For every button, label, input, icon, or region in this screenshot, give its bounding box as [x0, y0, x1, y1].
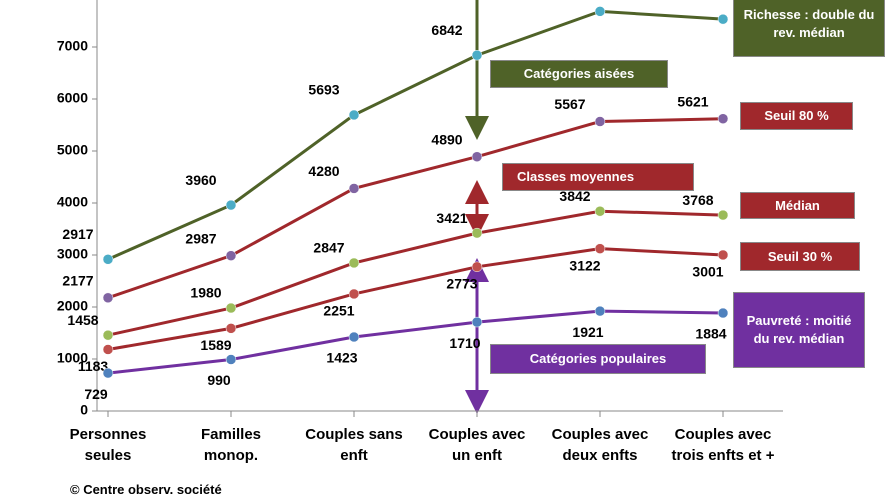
marker: [102, 344, 114, 355]
data-label: 729: [84, 386, 108, 402]
marker: [348, 288, 360, 300]
y-tick-label: 0: [80, 402, 88, 418]
marker: [594, 116, 606, 127]
data-label: 1980: [190, 285, 221, 301]
annotation: Catégories aisées: [490, 60, 668, 88]
legend-entry: Seuil 30 %: [740, 242, 860, 271]
marker: [471, 151, 483, 162]
data-label: 1884: [695, 326, 726, 342]
marker: [225, 323, 237, 334]
y-tick-label: 7000: [57, 38, 88, 54]
marker: [717, 13, 729, 25]
data-label: 2847: [313, 240, 344, 256]
y-tick-label: 8000: [57, 0, 88, 2]
data-label: 2773: [446, 276, 477, 292]
data-label: 6842: [431, 22, 462, 38]
marker: [471, 49, 483, 61]
series-line: [107, 117, 724, 300]
x-tick-label: Couples avec trois enfts et +: [671, 426, 775, 464]
x-tick-label: Couples sans enft: [305, 426, 403, 464]
legend-entry: Seuil 80 %: [740, 102, 853, 130]
series-line: [107, 9, 724, 261]
x-tick-label: Couples avec un enft: [428, 426, 526, 464]
marker: [348, 183, 360, 194]
marker: [594, 6, 606, 17]
data-label: 1589: [200, 337, 231, 353]
series-line: [107, 309, 724, 375]
data-label: 3122: [569, 257, 600, 273]
data-label: 4890: [431, 131, 462, 147]
data-label: 1710: [449, 335, 480, 351]
marker: [348, 331, 360, 343]
marker: [102, 254, 114, 265]
data-label: 3768: [682, 192, 713, 208]
series-line: [107, 247, 724, 351]
legend-entry: Médian: [740, 192, 855, 219]
data-label: 3842: [559, 188, 590, 204]
marker: [348, 257, 360, 269]
legend-entry: Richesse : double du rev. médian: [733, 0, 885, 57]
series-line: [107, 209, 724, 337]
data-label: 3960: [185, 172, 216, 188]
data-label: 5693: [308, 82, 339, 98]
marker: [717, 249, 729, 261]
data-label: 5567: [554, 96, 585, 112]
data-label: 1183: [78, 358, 109, 374]
y-tick-label: 3000: [57, 246, 88, 262]
source: © Centre observ. société: [70, 482, 222, 497]
data-label: 2987: [185, 230, 216, 246]
marker: [471, 261, 483, 273]
annotation: Catégories populaires: [490, 344, 706, 374]
marker: [102, 367, 114, 379]
y-tick-label: 5000: [57, 142, 88, 158]
data-label: 1423: [326, 350, 357, 366]
data-label: 5621: [677, 93, 708, 109]
x-tick-label: Familles monop.: [200, 426, 262, 464]
marker: [594, 305, 606, 317]
data-label: 3001: [692, 264, 723, 280]
marker: [717, 209, 729, 221]
y-tick-label: 4000: [57, 194, 88, 210]
data-label: 3421: [436, 210, 467, 226]
y-tick-label: 6000: [57, 90, 88, 106]
x-tick-label: Personnes seules: [69, 426, 147, 464]
data-label: 1458: [67, 312, 98, 328]
data-label: 2177: [62, 272, 93, 288]
marker: [225, 199, 237, 211]
marker: [594, 243, 606, 254]
data-label: 7535: [677, 0, 708, 2]
y-tick-label: 1000: [57, 350, 88, 366]
marker: [225, 302, 237, 314]
data-label: 2917: [62, 226, 93, 242]
marker: [594, 205, 606, 217]
x-tick-label: Couples avec deux enfts: [551, 426, 649, 464]
y-tick-label: 2000: [57, 298, 88, 314]
data-label: 990: [207, 372, 231, 388]
legend-entry: Pauvreté : moitié du rev. médian: [733, 292, 865, 368]
marker: [717, 113, 729, 124]
marker: [102, 329, 114, 341]
marker: [471, 316, 483, 328]
marker: [348, 109, 360, 121]
data-label: 2251: [323, 303, 354, 319]
marker: [717, 307, 729, 319]
marker: [225, 354, 237, 365]
marker: [225, 250, 237, 261]
marker: [102, 292, 114, 304]
data-label: 1921: [572, 324, 603, 340]
annotation: Classes moyennes: [502, 163, 694, 191]
data-label: 4280: [308, 163, 339, 179]
marker: [471, 227, 483, 239]
